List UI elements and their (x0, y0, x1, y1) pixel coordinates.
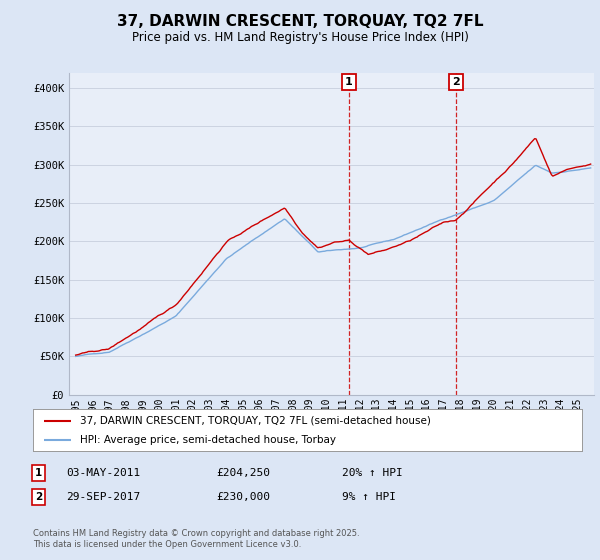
Text: 2: 2 (452, 77, 460, 87)
Text: £230,000: £230,000 (216, 492, 270, 502)
Text: 29-SEP-2017: 29-SEP-2017 (66, 492, 140, 502)
Text: HPI: Average price, semi-detached house, Torbay: HPI: Average price, semi-detached house,… (80, 435, 335, 445)
Text: 1: 1 (345, 77, 353, 87)
Text: 2: 2 (35, 492, 42, 502)
Text: 37, DARWIN CRESCENT, TORQUAY, TQ2 7FL (semi-detached house): 37, DARWIN CRESCENT, TORQUAY, TQ2 7FL (s… (80, 416, 431, 426)
Text: Price paid vs. HM Land Registry's House Price Index (HPI): Price paid vs. HM Land Registry's House … (131, 31, 469, 44)
Text: £204,250: £204,250 (216, 468, 270, 478)
Text: Contains HM Land Registry data © Crown copyright and database right 2025.
This d: Contains HM Land Registry data © Crown c… (33, 529, 359, 549)
Text: 9% ↑ HPI: 9% ↑ HPI (342, 492, 396, 502)
Text: 03-MAY-2011: 03-MAY-2011 (66, 468, 140, 478)
Text: 1: 1 (35, 468, 42, 478)
Text: 37, DARWIN CRESCENT, TORQUAY, TQ2 7FL: 37, DARWIN CRESCENT, TORQUAY, TQ2 7FL (117, 14, 483, 29)
Text: 20% ↑ HPI: 20% ↑ HPI (342, 468, 403, 478)
